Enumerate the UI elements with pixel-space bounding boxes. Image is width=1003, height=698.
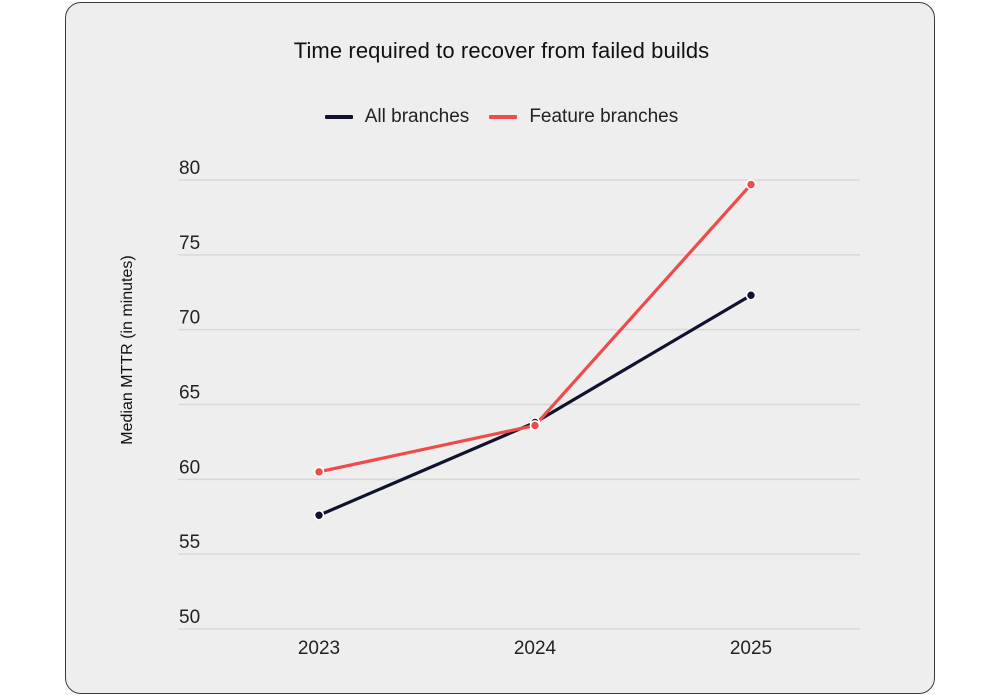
legend-swatch-all-branches xyxy=(324,115,353,119)
legend-label-all-branches: All branches xyxy=(364,106,470,127)
x-tick-label: 2024 xyxy=(514,638,557,659)
legend-item-all-branches[interactable]: All branches xyxy=(324,106,470,128)
y-axis-ticks: 50 55 60 65 70 75 80 xyxy=(179,158,200,628)
data-point[interactable] xyxy=(313,509,325,521)
legend: All branches Feature branches xyxy=(0,106,1003,128)
y-axis-label: Median MTTR (in minutes) xyxy=(119,255,136,444)
y-tick-label: 75 xyxy=(179,233,200,254)
data-point[interactable] xyxy=(313,466,325,478)
y-tick-label: 55 xyxy=(179,532,200,553)
chart-title: Time required to recover from failed bui… xyxy=(293,38,710,63)
y-tick-label: 50 xyxy=(179,607,200,628)
data-point[interactable] xyxy=(745,179,757,190)
legend-item-feature-branches[interactable]: Feature branches xyxy=(489,106,678,128)
legend-swatch-feature-branches xyxy=(489,115,518,119)
x-tick-label: 2023 xyxy=(298,638,340,659)
gridlines xyxy=(178,179,860,630)
data-point[interactable] xyxy=(529,420,541,431)
x-tick-label: 2025 xyxy=(730,638,772,659)
y-tick-label: 80 xyxy=(179,158,200,179)
series-lines xyxy=(313,179,757,521)
y-tick-label: 60 xyxy=(179,457,200,478)
legend-label-feature-branches: Feature branches xyxy=(529,106,679,127)
y-tick-label: 70 xyxy=(179,308,200,329)
data-point[interactable] xyxy=(745,289,757,301)
y-tick-label: 65 xyxy=(179,383,200,404)
x-axis-ticks: 2023 2024 2025 xyxy=(298,638,772,659)
